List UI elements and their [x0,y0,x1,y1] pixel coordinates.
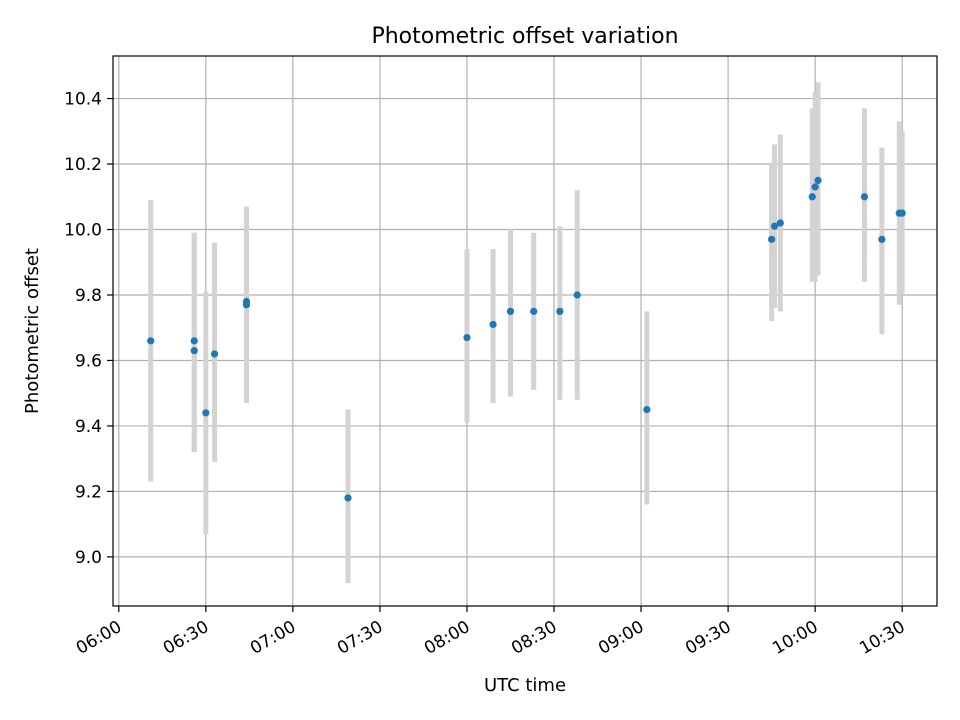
data-point [190,347,198,355]
x-tick-label: 10:30 [856,617,908,659]
y-tick-label: 9.6 [75,351,102,371]
data-point [506,307,515,315]
data-point [202,409,210,417]
chart-title: Photometric offset variation [371,24,678,49]
x-axis-label: UTC time [484,675,566,696]
plot-frame [112,55,938,607]
data-point [242,301,251,309]
x-tick-label: 10:00 [769,617,821,659]
data-point [643,405,651,414]
x-tick-label: 09:00 [595,617,647,659]
data-point [556,307,564,315]
y-tick-label: 9.0 [75,548,102,568]
data-point [770,222,779,230]
x-tick-label: 06:30 [160,617,212,659]
data-point [147,337,155,345]
y-axis: 9.0 9.2 9.4 9.6 9.8 10.0 10.2 10.4 [64,90,113,568]
y-axis-label: Photometric offset [22,248,43,414]
x-tick-label: 09:30 [682,617,734,659]
data-point [530,307,538,315]
data-point [573,291,581,299]
x-tick-label: 08:00 [421,617,473,659]
data-point [190,337,198,345]
y-tick-label: 9.2 [75,482,102,502]
x-tick-label: 07:30 [334,617,386,659]
data-point [210,350,219,358]
data-point [811,183,819,191]
y-tick-label: 9.4 [75,417,102,437]
data-point [860,193,869,201]
data-point [898,209,906,217]
data-point [808,193,816,201]
grid [113,56,937,606]
data-points [147,176,906,502]
data-point [344,494,352,502]
x-axis: 06:00 06:30 07:00 07:30 08:00 08:30 09:00 09:30… [73,606,909,659]
data-point [489,320,497,329]
error-bars [148,82,905,584]
y-tick-label: 10.2 [64,155,102,175]
y-tick-label: 10.4 [64,90,102,110]
data-point [463,333,471,342]
data-point [776,219,784,227]
data-point [814,176,822,185]
x-tick-label: 07:00 [247,617,299,659]
y-tick-label: 9.8 [75,286,102,306]
data-point [768,235,776,243]
data-point [878,235,886,243]
x-tick-label: 08:30 [508,617,560,659]
y-tick-label: 10.0 [64,221,102,241]
x-tick-label: 06:00 [73,617,125,659]
